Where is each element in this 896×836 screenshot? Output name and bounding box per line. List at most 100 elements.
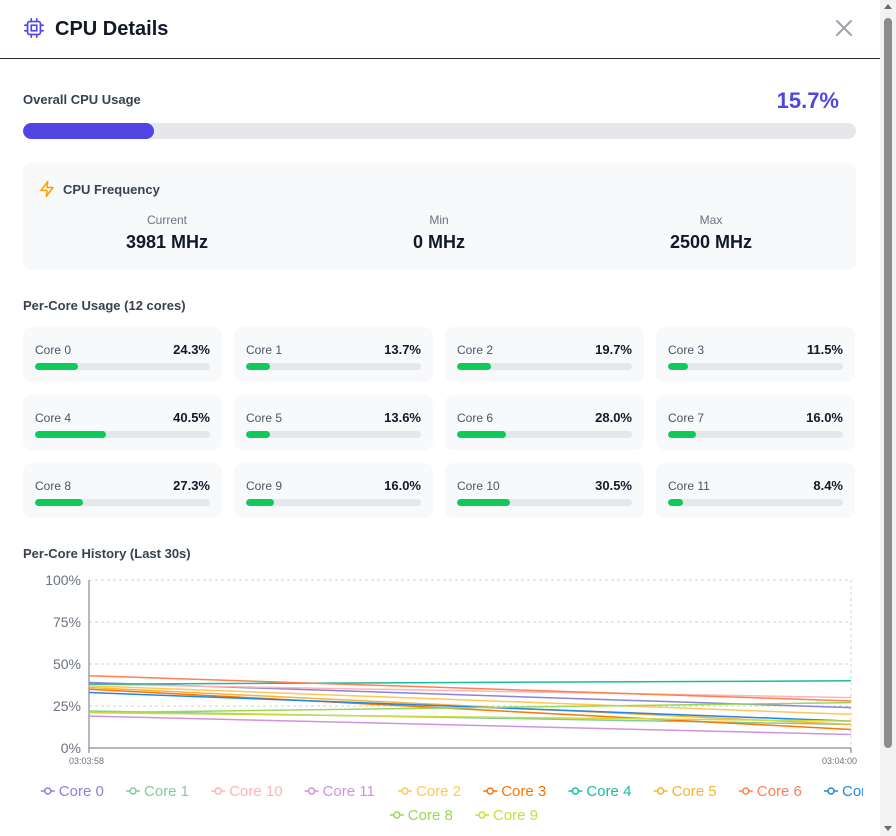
y-tick-label: 50% bbox=[53, 656, 81, 672]
modal-title: CPU Details bbox=[55, 18, 169, 40]
legend-marker bbox=[486, 787, 494, 795]
x-tick-label: 03:03:58 bbox=[69, 756, 104, 766]
core-usage-fill bbox=[668, 499, 683, 506]
close-icon[interactable] bbox=[834, 18, 854, 38]
frequency-current: Current 3981 MHz bbox=[67, 213, 267, 252]
frequency-current-label: Current bbox=[146, 213, 187, 227]
modal-header: CPU Details bbox=[0, 0, 880, 59]
core-name: Core 8 bbox=[35, 479, 72, 493]
core-usage-fill bbox=[457, 363, 492, 370]
core-usage-bar bbox=[457, 499, 632, 506]
core-name: Core 11 bbox=[668, 479, 710, 493]
series-line bbox=[88, 710, 852, 726]
legend-label: Core 3 bbox=[501, 783, 546, 800]
per-core-title: Per-Core Usage (12 cores) bbox=[23, 298, 186, 313]
scroll-up-arrow[interactable] bbox=[884, 4, 892, 9]
frequency-min-label: Min bbox=[429, 213, 449, 227]
overall-usage-bar bbox=[23, 123, 856, 139]
core-usage-bar bbox=[457, 431, 632, 438]
core-usage-bar bbox=[246, 499, 421, 506]
core-usage-fill bbox=[668, 363, 689, 370]
legend-marker bbox=[571, 787, 580, 795]
legend-marker bbox=[129, 787, 137, 795]
series-line bbox=[88, 675, 852, 702]
core-name: Core 4 bbox=[35, 411, 72, 425]
core-card: Core 8 27.3% bbox=[23, 463, 222, 518]
frequency-min-value: 0 MHz bbox=[412, 232, 465, 252]
core-name: Core 0 bbox=[35, 343, 72, 357]
core-card: Core 6 28.0% bbox=[445, 395, 644, 450]
core-card: Core 5 13.6% bbox=[234, 395, 433, 450]
frequency-max: Max 2500 MHz bbox=[611, 213, 811, 252]
legend-label: Core 9 bbox=[493, 807, 538, 824]
core-card: Core 2 19.7% bbox=[445, 327, 644, 382]
core-name: Core 10 bbox=[457, 479, 500, 493]
legend-marker bbox=[827, 787, 835, 795]
core-usage-value: 16.0% bbox=[806, 410, 843, 425]
core-usage-bar bbox=[668, 499, 843, 506]
core-usage-bar bbox=[457, 363, 632, 370]
core-card: Core 9 16.0% bbox=[234, 463, 433, 518]
core-card: Core 0 24.3% bbox=[23, 327, 222, 382]
core-card: Core 4 40.5% bbox=[23, 395, 222, 450]
legend-marker bbox=[742, 787, 750, 795]
core-usage-fill bbox=[246, 431, 270, 438]
core-name: Core 5 bbox=[246, 411, 283, 425]
legend-marker bbox=[401, 787, 409, 795]
core-usage-bar bbox=[35, 499, 210, 506]
core-usage-bar bbox=[246, 363, 421, 370]
scrollbar-thumb[interactable] bbox=[884, 18, 892, 748]
core-usage-value: 8.4% bbox=[813, 478, 843, 493]
core-usage-bar bbox=[35, 363, 210, 370]
core-name: Core 7 bbox=[668, 411, 705, 425]
history-chart: 0% 25% 50% 75% 100% 03:03:58 03:04:00 Core 0 Cor… bbox=[40, 572, 863, 824]
scroll-down-arrow[interactable] bbox=[884, 826, 892, 831]
y-tick-label: 25% bbox=[53, 698, 81, 714]
lightning-icon bbox=[40, 180, 54, 198]
core-card: Core 11 8.4% bbox=[656, 463, 855, 518]
core-usage-value: 40.5% bbox=[173, 410, 210, 425]
y-tick-label: 100% bbox=[45, 572, 81, 588]
core-usage-fill bbox=[246, 499, 274, 506]
legend-marker bbox=[214, 787, 222, 795]
core-usage-bar bbox=[246, 431, 421, 438]
series-line bbox=[88, 715, 852, 736]
series-line bbox=[88, 688, 852, 731]
core-card: Core 3 11.5% bbox=[656, 327, 855, 382]
core-usage-fill bbox=[246, 363, 270, 370]
core-usage-fill bbox=[457, 431, 506, 438]
frequency-min: Min 0 MHz bbox=[339, 213, 539, 252]
core-usage-fill bbox=[35, 363, 78, 370]
core-card: Core 1 13.7% bbox=[234, 327, 433, 382]
core-usage-fill bbox=[457, 499, 511, 506]
legend-marker bbox=[478, 811, 486, 819]
core-usage-value: 13.7% bbox=[384, 342, 421, 357]
frequency-card: CPU Frequency Current 3981 MHz Min 0 MHz… bbox=[23, 163, 856, 270]
core-usage-value: 11.5% bbox=[806, 342, 843, 357]
core-usage-fill bbox=[35, 431, 106, 438]
y-tick-label: 75% bbox=[53, 614, 81, 630]
frequency-title: CPU Frequency bbox=[63, 182, 160, 197]
legend-label: Core 8 bbox=[408, 807, 453, 824]
legend-marker bbox=[393, 811, 401, 819]
frequency-current-value: 3981 MHz bbox=[125, 232, 209, 252]
core-name: Core 3 bbox=[668, 343, 705, 357]
core-usage-value: 24.3% bbox=[173, 342, 210, 357]
legend-marker bbox=[656, 787, 665, 795]
core-name: Core 1 bbox=[246, 343, 283, 357]
legend-label: Core 7 bbox=[842, 783, 863, 800]
core-usage-value: 16.0% bbox=[384, 478, 421, 493]
core-usage-value: 30.5% bbox=[595, 478, 632, 493]
legend-label: Core 4 bbox=[586, 783, 631, 800]
core-name: Core 2 bbox=[457, 343, 494, 357]
overall-usage-fill bbox=[23, 123, 154, 139]
series-line bbox=[88, 701, 852, 714]
core-name: Core 9 bbox=[246, 479, 283, 493]
overall-usage-label: Overall CPU Usage bbox=[23, 92, 141, 107]
history-title: Per-Core History (Last 30s) bbox=[23, 546, 191, 561]
y-tick-label: 0% bbox=[61, 740, 81, 756]
x-tick-label: 03:04:00 bbox=[822, 756, 857, 766]
core-usage-fill bbox=[35, 499, 83, 506]
core-card: Core 7 16.0% bbox=[656, 395, 855, 450]
